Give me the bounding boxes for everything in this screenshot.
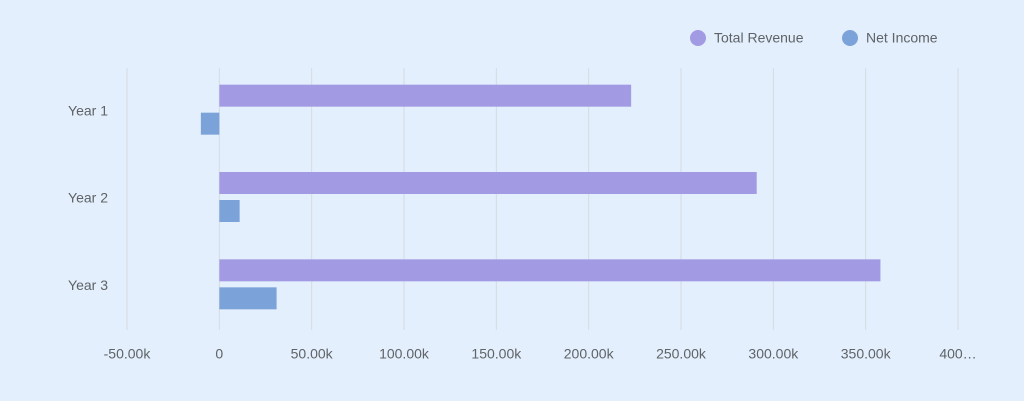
legend-swatch <box>690 30 706 46</box>
bar <box>200 112 220 135</box>
x-tick-label: 100.00k <box>379 346 430 362</box>
x-tick-label: 200.00k <box>564 346 615 362</box>
bar <box>219 200 240 222</box>
x-tick-label: 50.00k <box>291 346 334 362</box>
x-tick-label: 0 <box>215 346 223 362</box>
legend-label: Net Income <box>866 30 938 46</box>
x-tick-label: 400… <box>939 346 976 362</box>
x-tick-label: 300.00k <box>748 346 799 362</box>
y-tick-label: Year 2 <box>68 190 108 206</box>
y-tick-label: Year 1 <box>68 102 108 118</box>
bar <box>219 259 881 282</box>
bar <box>219 287 277 310</box>
bar <box>219 84 632 107</box>
x-tick-label: -50.00k <box>104 346 152 362</box>
x-tick-label: 150.00k <box>471 346 522 362</box>
x-tick-label: 350.00k <box>841 346 892 362</box>
y-tick-label: Year 3 <box>68 277 108 293</box>
legend-swatch <box>842 30 858 46</box>
legend-label: Total Revenue <box>714 30 804 46</box>
x-tick-label: 250.00k <box>656 346 707 362</box>
bar <box>219 172 757 194</box>
